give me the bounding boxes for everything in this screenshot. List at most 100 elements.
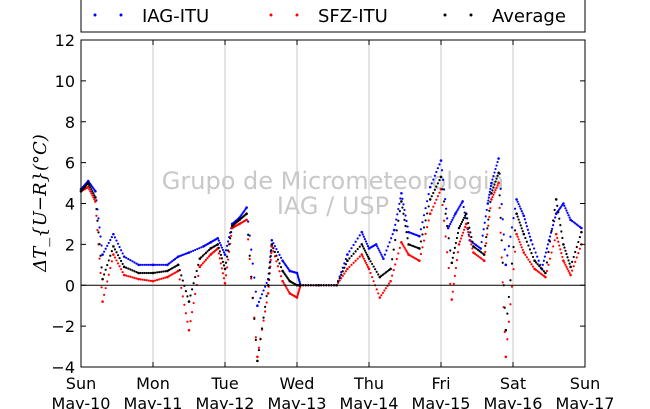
- data-point: [99, 254, 102, 257]
- data-point: [495, 164, 498, 167]
- data-point: [565, 265, 568, 268]
- data-point: [394, 238, 397, 242]
- data-point: [245, 212, 248, 216]
- data-point: [352, 261, 355, 264]
- data-point: [380, 274, 383, 278]
- data-point: [517, 218, 520, 221]
- data-point: [133, 276, 136, 280]
- data-point: [562, 243, 565, 246]
- data-point: [118, 245, 121, 249]
- data-point: [395, 257, 398, 261]
- data-point: [528, 235, 532, 238]
- data-point: [223, 281, 227, 285]
- data-point: [176, 263, 180, 267]
- data-point: [564, 207, 567, 210]
- data-point: [421, 246, 424, 249]
- data-point: [534, 251, 537, 254]
- data-point: [245, 206, 248, 209]
- data-point: [390, 237, 393, 240]
- data-point: [380, 294, 383, 297]
- data-point: [552, 245, 555, 248]
- data-point: [452, 282, 455, 285]
- data-point: [95, 214, 98, 217]
- data-point: [490, 191, 493, 195]
- data-point: [565, 252, 568, 256]
- data-point: [217, 246, 220, 249]
- data-point: [92, 192, 95, 195]
- data-point: [553, 239, 556, 242]
- data-point: [438, 163, 441, 166]
- data-point: [426, 212, 429, 215]
- data-point: [539, 266, 542, 269]
- data-point: [145, 271, 148, 275]
- data-point: [250, 248, 253, 251]
- data-point: [554, 198, 558, 201]
- data-point: [542, 270, 545, 273]
- data-point: [495, 177, 498, 180]
- data-point: [507, 295, 510, 299]
- data-point: [435, 170, 438, 174]
- data-point: [406, 225, 409, 228]
- data-point: [489, 184, 492, 188]
- data-point: [433, 202, 436, 205]
- data-point: [567, 269, 570, 273]
- data-point: [491, 189, 494, 192]
- data-point: [580, 230, 583, 234]
- data-point: [296, 273, 299, 276]
- data-point: [518, 221, 521, 224]
- data-point: [509, 279, 512, 282]
- data-point: [253, 276, 256, 279]
- data-point: [497, 157, 500, 160]
- data-point: [200, 256, 203, 259]
- data-point: [447, 237, 450, 240]
- data-point: [256, 355, 259, 359]
- x-axis: SunMay-10MonMay-11TueMay-12WedMay-13ThuM…: [52, 40, 614, 409]
- data-point: [498, 206, 501, 209]
- y-tick-label: 0: [65, 276, 75, 295]
- data-point: [269, 260, 272, 263]
- data-point: [405, 249, 408, 253]
- data-point: [473, 246, 477, 249]
- data-point: [297, 278, 301, 282]
- data-point: [517, 238, 520, 241]
- data-point: [101, 300, 104, 303]
- data-point: [135, 271, 138, 274]
- data-point: [100, 244, 103, 247]
- data-point: [377, 273, 380, 276]
- data-point: [257, 300, 261, 303]
- data-point: [220, 246, 224, 249]
- data-point: [104, 268, 107, 271]
- data-point: [528, 248, 532, 251]
- data-point: [580, 226, 583, 230]
- data-point: [200, 264, 203, 267]
- data-point: [220, 257, 224, 260]
- data-point: [563, 246, 566, 249]
- series-iag-itu: [79, 157, 583, 307]
- data-point: [281, 279, 284, 283]
- data-point: [449, 282, 452, 285]
- data-point: [489, 187, 492, 191]
- data-point: [377, 247, 380, 250]
- data-point: [384, 287, 388, 290]
- data-point: [405, 231, 408, 234]
- data-point: [525, 240, 528, 243]
- data-point: [491, 178, 494, 181]
- data-point: [557, 240, 560, 243]
- data-point: [120, 268, 123, 271]
- data-point: [93, 194, 96, 197]
- data-point: [516, 200, 519, 203]
- data-point: [343, 266, 346, 269]
- data-point: [376, 245, 379, 248]
- x-tick-label-day: Wed: [280, 374, 315, 393]
- data-point: [116, 254, 120, 257]
- data-point: [268, 272, 271, 275]
- data-point: [455, 259, 459, 262]
- data-point: [433, 174, 436, 177]
- data-point: [275, 260, 278, 263]
- data-point: [558, 244, 561, 247]
- legend-item: IAG-ITU: [93, 6, 209, 27]
- data-point: [369, 271, 372, 275]
- data-point: [495, 186, 498, 189]
- data-point: [382, 257, 385, 260]
- data-point: [457, 243, 461, 246]
